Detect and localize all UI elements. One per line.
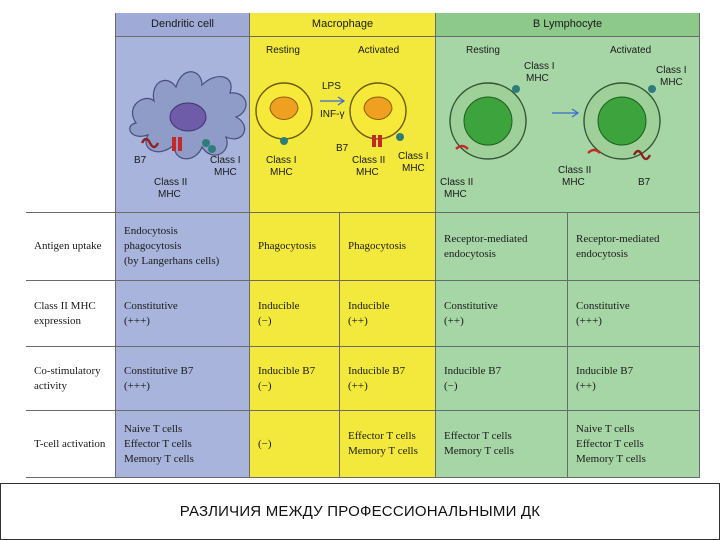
row-label-class2-expression: Class II MHC expression: [26, 281, 116, 347]
b-act-class1-2: MHC: [660, 77, 683, 88]
b-act-class2-2: MHC: [562, 177, 585, 188]
b-activated-label: Activated: [610, 45, 651, 56]
dendritic-header-title: Dendritic cell: [116, 13, 249, 37]
b-act-class2-1: Class II: [558, 165, 591, 176]
cell-mac-rest-tcell-activation: (−): [250, 411, 340, 478]
cell-mac-act-class2-expression: Inducible (++): [340, 281, 436, 347]
slide-caption: РАЗЛИЧИЯ МЕЖДУ ПРОФЕССИОНАЛЬНЫМИ ДК: [179, 503, 541, 520]
cell-mac-act-tcell-activation: Effector T cells Memory T cells: [340, 411, 436, 478]
cell-b-act-tcell-activation: Naive T cells Effector T cells Memory T …: [568, 411, 700, 478]
b-rest-class2-1: Class II: [440, 177, 473, 188]
b-resting-label: Resting: [466, 45, 500, 56]
row-label-costimulatory: Co-stimulatory activity: [26, 347, 116, 411]
cell-mac-act-antigen-uptake: Phagocytosis: [340, 213, 436, 281]
dc-class2-marker: [172, 137, 182, 151]
dc-class2-label-1: Class II: [154, 177, 187, 188]
b-act-b7: B7: [638, 177, 651, 188]
mac-act-class1-2: MHC: [402, 163, 425, 174]
dc-class1-label-2: MHC: [214, 167, 237, 178]
dc-class1-marker: [202, 139, 216, 153]
cell-mac-act-costimulatory: Inducible B7 (++): [340, 347, 436, 411]
b-activation-arrow: [552, 108, 580, 118]
row-label-antigen-uptake: Antigen uptake: [26, 213, 116, 281]
cell-dc-costimulatory: Constitutive B7 (+++): [116, 347, 250, 411]
b-resting-illustration: [449, 82, 527, 160]
cell-dc-class2-expression: Constitutive (+++): [116, 281, 250, 347]
cell-dc-tcell-activation: Naive T cells Effector T cells Memory T …: [116, 411, 250, 478]
mac-act-b7: B7: [336, 143, 349, 154]
cell-b-rest-class2-expression: Constitutive (++): [436, 281, 568, 347]
mac-act-class2-2: MHC: [356, 167, 379, 178]
row-label-tcell-activation: T-cell activation: [26, 411, 116, 478]
cell-b-rest-tcell-activation: Effector T cells Memory T cells: [436, 411, 568, 478]
caption-box: РАЗЛИЧИЯ МЕЖДУ ПРОФЕССИОНАЛЬНЫМИ ДК: [0, 483, 720, 540]
mac-act-class1-1: Class I: [398, 151, 429, 162]
apc-comparison-table: Dendritic cell Macrophage B Lymphocyte B…: [26, 13, 700, 478]
cell-mac-rest-costimulatory: Inducible B7 (−): [250, 347, 340, 411]
dc-b7-label: B7: [134, 155, 147, 166]
macrophage-resting-illustration: [255, 82, 313, 145]
b-act-class1-1: Class I: [656, 65, 687, 76]
cell-b-act-class2-expression: Constitutive (+++): [568, 281, 700, 347]
macrophage-activated-illustration: [349, 82, 407, 147]
mac-resting-label: Resting: [266, 45, 300, 56]
mac-activated-label: Activated: [358, 45, 399, 56]
b-rest-class1-2: MHC: [526, 73, 549, 84]
dc-b7-marker: [140, 137, 160, 149]
cell-b-act-costimulatory: Inducible B7 (++): [568, 347, 700, 411]
cell-b-rest-antigen-uptake: Receptor-mediated endocytosis: [436, 213, 568, 281]
dc-class1-label-1: Class I: [210, 155, 241, 166]
b-rest-class2-2: MHC: [444, 189, 467, 200]
mac-act-class2-1: Class II: [352, 155, 385, 166]
cell-b-act-antigen-uptake: Receptor-mediated endocytosis: [568, 213, 700, 281]
cell-mac-rest-antigen-uptake: Phagocytosis: [250, 213, 340, 281]
cell-dc-antigen-uptake: Endocytosis phagocytosis (by Langerhans …: [116, 213, 250, 281]
mac-rest-class1-2: MHC: [270, 167, 293, 178]
b-rest-class1-1: Class I: [524, 61, 555, 72]
cell-b-rest-costimulatory: Inducible B7 (−): [436, 347, 568, 411]
mac-inf-label: INF-γ: [320, 109, 344, 120]
blymph-header-title: B Lymphocyte: [436, 13, 699, 37]
cell-mac-rest-class2-expression: Inducible (−): [250, 281, 340, 347]
dc-class2-label-2: MHC: [158, 189, 181, 200]
header-label-cell: [26, 13, 116, 213]
mac-lps-label: LPS: [322, 81, 341, 92]
dendritic-cell-illustration: [129, 71, 247, 160]
b-activated-illustration: [583, 82, 661, 161]
mac-activation-arrow: [320, 96, 346, 106]
macrophage-header-title: Macrophage: [250, 13, 435, 37]
mac-rest-class1-1: Class I: [266, 155, 297, 166]
cell-diagram: B7 Class I MHC Class II MHC Resting Acti…: [129, 45, 687, 200]
